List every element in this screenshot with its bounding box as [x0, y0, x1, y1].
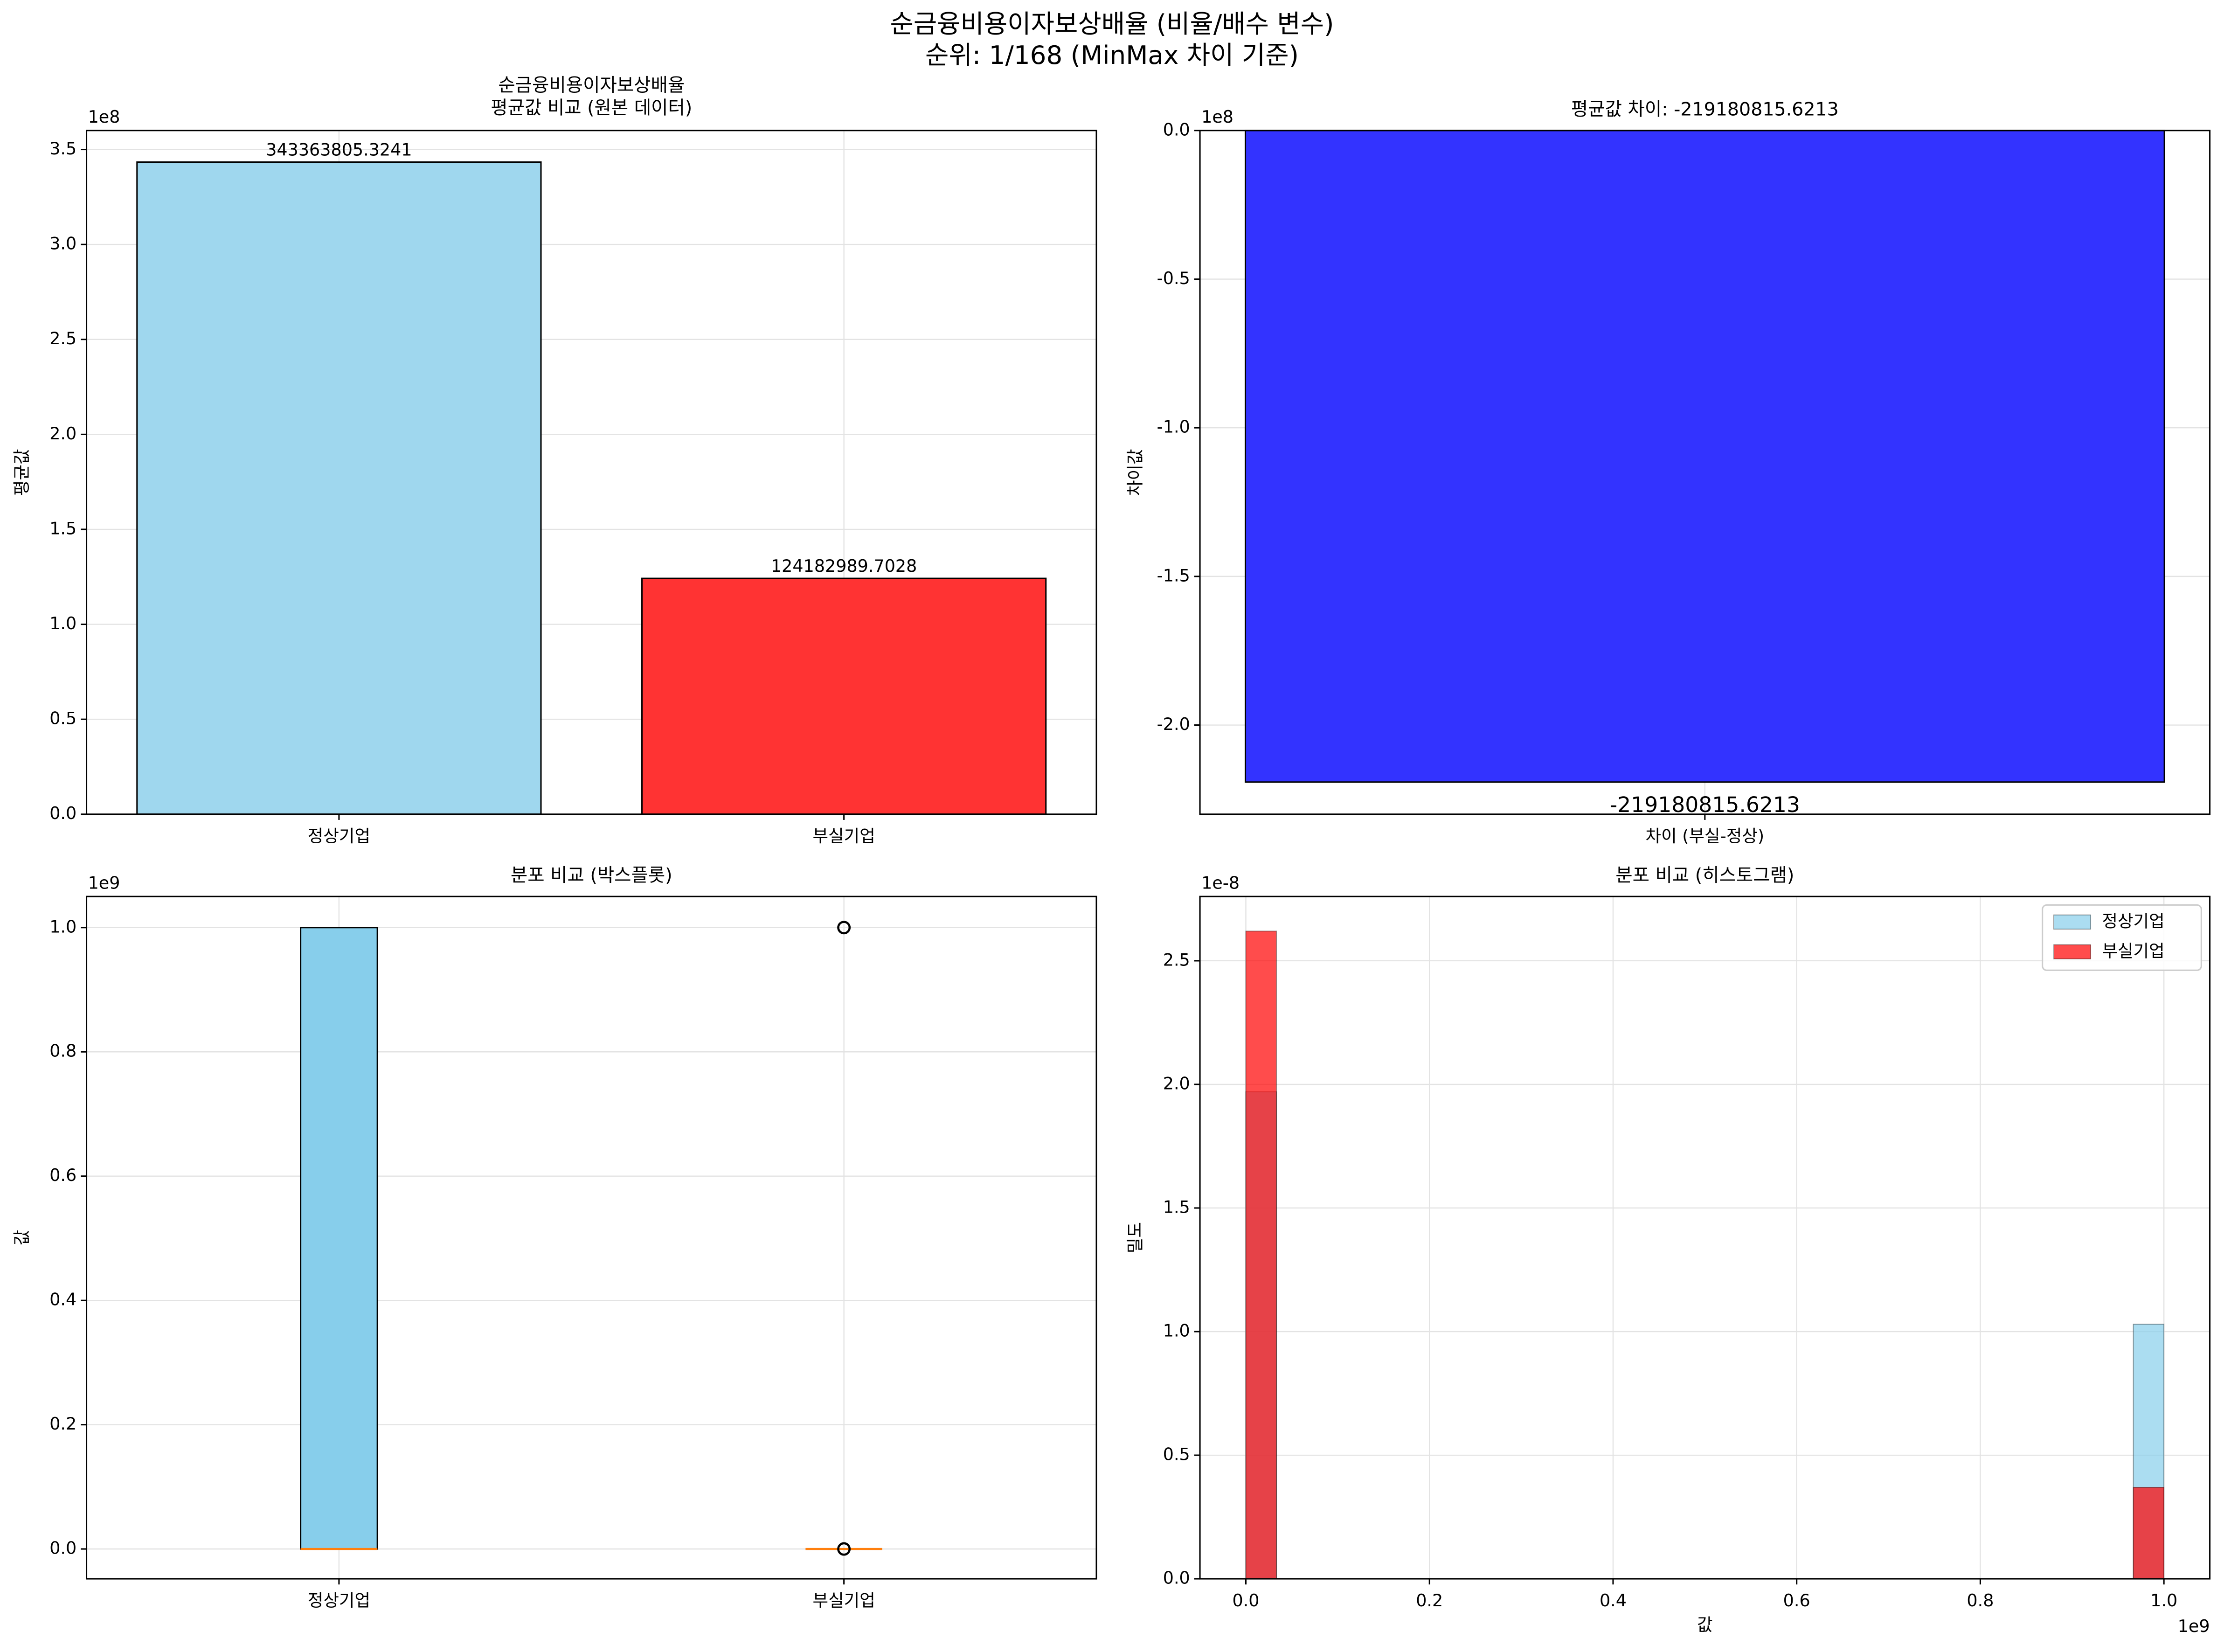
value-label: 124182989.7028: [771, 556, 917, 576]
y-tick-label: 0.5: [49, 708, 76, 729]
y-tick-label: 1.0: [1163, 1321, 1190, 1341]
plot-frame: [86, 130, 1097, 815]
y-tick-label: 1.0: [49, 613, 76, 633]
y-tick-label: -0.5: [1157, 268, 1190, 288]
y-offset-label: 1e8: [88, 107, 120, 127]
y-tick-label: 0.0: [49, 1538, 76, 1558]
plot-frame: [1199, 130, 2211, 815]
hist-bar: [2133, 1487, 2165, 1579]
x-tick-label: 0.4: [1600, 1590, 1627, 1610]
y-tick-label: 1.0: [49, 916, 76, 937]
y-axis-label: 밀도: [1125, 1222, 1145, 1253]
x-tick-label: 정상기업: [308, 1590, 370, 1610]
plot-frame: [1199, 895, 2211, 1580]
y-tick-label: 0.0: [1163, 1568, 1190, 1588]
legend-label: 정상기업: [2102, 911, 2164, 931]
y-tick-label: 0.2: [49, 1414, 76, 1434]
y-tick-label: 0.0: [49, 803, 76, 823]
legend-swatch: [2053, 914, 2092, 930]
y-tick-label: 1.5: [49, 518, 76, 538]
legend-swatch: [2053, 944, 2092, 959]
y-tick-label: 0.6: [49, 1165, 76, 1185]
y-offset-label: 1e8: [1201, 107, 1233, 127]
y-tick-label: 2.5: [1163, 950, 1190, 970]
x-offset-label: 1e9: [2178, 1616, 2210, 1636]
y-tick-label: 0.8: [49, 1041, 76, 1061]
x-axis-label: 값: [1697, 1615, 1713, 1635]
value-label: -219180815.6213: [1610, 792, 1800, 817]
figure-subtitle: 순위: 1/168 (MinMax 차이 기준): [925, 40, 1299, 70]
y-tick-label: 2.0: [1163, 1073, 1190, 1093]
y-axis-label: 값: [12, 1230, 32, 1246]
x-tick-label: 정상기업: [308, 826, 370, 846]
bar: [641, 577, 1047, 815]
x-tick-label: 0.8: [1967, 1590, 1994, 1610]
y-tick-label: 2.5: [49, 328, 76, 348]
y-tick-label: 0.0: [1163, 119, 1190, 139]
y-tick-label: 0.4: [49, 1290, 76, 1310]
legend-label: 부실기업: [2102, 941, 2164, 961]
chart-title: 평균값 차이: -219180815.6213: [1571, 99, 1839, 120]
x-tick-label: 0.0: [1232, 1590, 1259, 1610]
y-tick-label: -1.5: [1157, 565, 1190, 585]
x-tick-label: 부실기업: [813, 1590, 875, 1610]
box: [300, 927, 378, 1550]
bar: [136, 161, 542, 815]
value-label: 343363805.3241: [266, 140, 412, 160]
outlier: [837, 921, 851, 935]
y-axis-label: 차이값: [1125, 449, 1145, 496]
y-tick-label: 1.5: [1163, 1197, 1190, 1217]
y-offset-label: 1e9: [88, 873, 120, 893]
x-tick-label: 0.6: [1783, 1590, 1810, 1610]
x-tick-label: 0.2: [1416, 1590, 1443, 1610]
chart-title: 분포 비교 (박스플롯): [511, 865, 672, 886]
x-tick-label: 1.0: [2150, 1590, 2177, 1610]
y-tick-label: 2.0: [49, 423, 76, 444]
hist-bar: [1245, 930, 1277, 1579]
chart-title: 순금융비용이자보상배율: [498, 75, 685, 96]
plot-frame: [86, 895, 1097, 1580]
y-axis-label: 평균값: [12, 449, 32, 496]
y-tick-label: -2.0: [1157, 714, 1190, 734]
outlier: [837, 1542, 851, 1556]
bar: [1244, 130, 2165, 783]
y-tick-label: 3.5: [49, 139, 76, 159]
y-tick-label: 0.5: [1163, 1444, 1190, 1465]
y-tick-label: -1.0: [1157, 417, 1190, 437]
y-offset-label: 1e-8: [1201, 873, 1240, 893]
chart-title: 분포 비교 (히스토그램): [1615, 865, 1794, 886]
x-axis-label: 차이 (부실-정상): [1646, 826, 1765, 846]
x-tick-label: 부실기업: [813, 826, 875, 846]
y-tick-label: 3.0: [49, 234, 76, 254]
chart-title: 평균값 비교 (원본 데이터): [491, 97, 692, 119]
figure-title: 순금융비용이자보상배율 (비율/배수 변수): [890, 9, 1334, 39]
